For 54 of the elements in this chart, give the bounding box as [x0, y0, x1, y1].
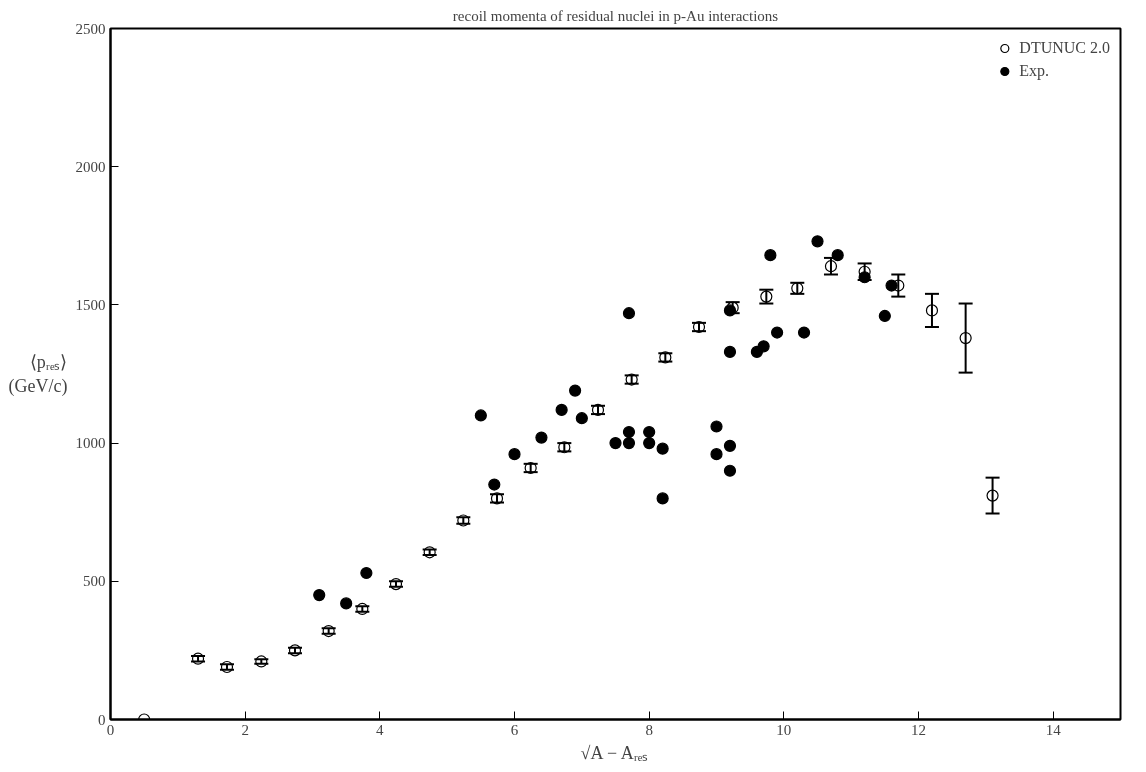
point	[622, 437, 636, 450]
chart-title: recoil momenta of residual nuclei in p-Au interactions	[452, 7, 779, 24]
point	[656, 442, 669, 455]
point	[723, 439, 737, 452]
point	[986, 489, 999, 502]
x-tick-label: 6	[510, 721, 519, 738]
y-axis-title: ⟨pᵣₑₛ⟩ (GeV/c)	[8, 352, 68, 397]
point	[710, 420, 723, 433]
legend-label: Exp.	[1019, 62, 1050, 80]
point	[474, 409, 487, 422]
x-tick-label: 2	[241, 721, 249, 738]
point	[959, 331, 972, 345]
point	[723, 345, 737, 358]
point	[643, 425, 656, 439]
y-tick-label: 500	[83, 573, 106, 590]
y-tick-label: 2000	[75, 158, 106, 175]
point	[609, 437, 622, 450]
x-tick-label: 10	[776, 721, 792, 738]
y-tick-label: 2500	[75, 20, 106, 37]
point	[488, 478, 501, 491]
point	[569, 384, 582, 397]
legend-label: DTUNUC 2.0	[1019, 39, 1110, 57]
point	[360, 566, 373, 580]
point	[622, 425, 636, 439]
x-tick-label: 8	[645, 721, 653, 738]
point	[764, 249, 777, 262]
point	[656, 492, 669, 505]
point	[322, 624, 335, 638]
x-tick-label: 12	[911, 721, 926, 738]
y-tick-label: 1500	[75, 296, 106, 313]
point	[555, 403, 568, 417]
point	[811, 235, 824, 248]
point	[710, 448, 723, 461]
point	[797, 326, 811, 339]
point	[535, 431, 548, 444]
point	[723, 464, 737, 477]
point	[508, 448, 521, 461]
point	[831, 249, 844, 262]
point	[771, 326, 784, 339]
point	[389, 577, 403, 591]
x-tick-label: 14	[1045, 721, 1062, 738]
point	[313, 589, 326, 602]
point	[622, 307, 636, 320]
point	[643, 437, 656, 450]
x-tick-label: 4	[376, 721, 385, 738]
point	[878, 309, 891, 323]
point	[575, 412, 588, 425]
point	[340, 597, 353, 610]
point	[255, 655, 268, 668]
y-tick-label: 1000	[75, 435, 106, 452]
point	[824, 260, 838, 273]
x-axis-title: √A − Aᵣₑₛ	[580, 742, 649, 763]
point	[925, 304, 939, 317]
point	[757, 340, 770, 353]
